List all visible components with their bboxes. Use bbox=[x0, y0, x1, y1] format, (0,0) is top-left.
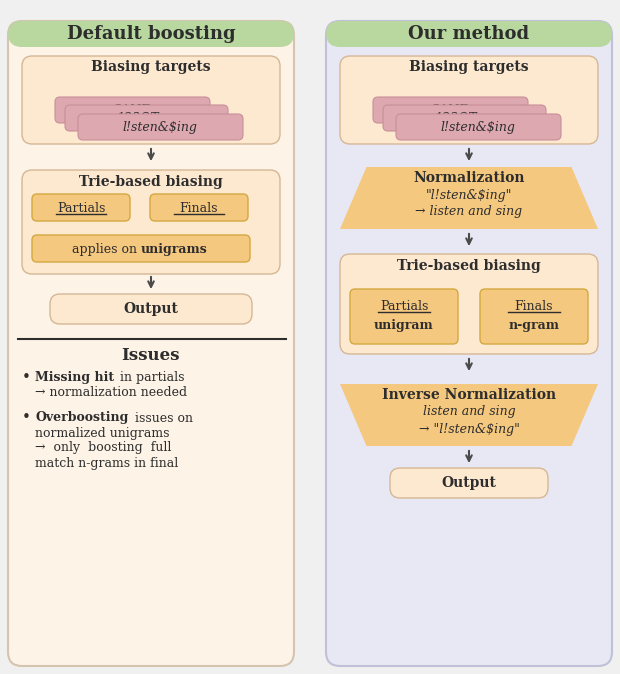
FancyBboxPatch shape bbox=[32, 194, 130, 221]
Polygon shape bbox=[340, 384, 598, 446]
Text: in partials: in partials bbox=[116, 371, 185, 384]
Polygon shape bbox=[340, 167, 598, 229]
Text: l!sten&$ing: l!sten&$ing bbox=[123, 121, 197, 133]
Text: "l!sten&$ing": "l!sten&$ing" bbox=[426, 189, 512, 202]
Text: Normalization: Normalization bbox=[414, 171, 525, 185]
Text: Finals: Finals bbox=[180, 202, 218, 214]
FancyBboxPatch shape bbox=[8, 21, 294, 47]
FancyBboxPatch shape bbox=[32, 235, 250, 262]
Text: •: • bbox=[22, 371, 31, 386]
Text: 123OTwo: 123OTwo bbox=[434, 111, 494, 125]
FancyBboxPatch shape bbox=[22, 170, 280, 274]
FancyBboxPatch shape bbox=[373, 97, 528, 123]
Text: Partials: Partials bbox=[380, 299, 428, 313]
Text: match n-grams in final: match n-grams in final bbox=[35, 456, 179, 470]
Text: normalized unigrams: normalized unigrams bbox=[35, 427, 169, 439]
Text: Issues: Issues bbox=[122, 348, 180, 365]
FancyBboxPatch shape bbox=[150, 194, 248, 221]
Text: •: • bbox=[22, 410, 31, 425]
Text: Finals: Finals bbox=[515, 299, 553, 313]
FancyBboxPatch shape bbox=[55, 97, 210, 123]
Text: Overboosting: Overboosting bbox=[35, 412, 128, 425]
Text: SANE: SANE bbox=[431, 104, 469, 117]
Text: Partials: Partials bbox=[57, 202, 105, 214]
FancyBboxPatch shape bbox=[390, 468, 548, 498]
FancyBboxPatch shape bbox=[396, 114, 561, 140]
Text: Our method: Our method bbox=[409, 25, 529, 43]
Text: issues on: issues on bbox=[131, 412, 193, 425]
FancyBboxPatch shape bbox=[383, 105, 546, 131]
FancyBboxPatch shape bbox=[326, 21, 612, 47]
FancyBboxPatch shape bbox=[8, 21, 294, 666]
Text: listen and sing: listen and sing bbox=[423, 406, 515, 419]
Text: Output: Output bbox=[123, 302, 179, 316]
Text: applies on: applies on bbox=[72, 243, 141, 255]
Text: Inverse Normalization: Inverse Normalization bbox=[382, 388, 556, 402]
FancyBboxPatch shape bbox=[22, 56, 280, 144]
Text: Biasing targets: Biasing targets bbox=[91, 60, 211, 74]
Text: Default boosting: Default boosting bbox=[67, 25, 236, 43]
Text: SANE: SANE bbox=[113, 104, 151, 117]
FancyBboxPatch shape bbox=[50, 294, 252, 324]
Text: 123OTwo: 123OTwo bbox=[116, 111, 176, 125]
Text: Trie-based biasing: Trie-based biasing bbox=[79, 175, 223, 189]
FancyBboxPatch shape bbox=[78, 114, 243, 140]
Text: unigram: unigram bbox=[374, 319, 434, 332]
Text: Output: Output bbox=[441, 476, 497, 490]
Text: → normalization needed: → normalization needed bbox=[35, 386, 187, 398]
Text: unigrams: unigrams bbox=[141, 243, 208, 255]
Text: Trie-based biasing: Trie-based biasing bbox=[397, 259, 541, 273]
Text: n-gram: n-gram bbox=[508, 319, 559, 332]
Text: Missing hit: Missing hit bbox=[35, 371, 114, 384]
FancyBboxPatch shape bbox=[480, 289, 588, 344]
FancyBboxPatch shape bbox=[350, 289, 458, 344]
FancyBboxPatch shape bbox=[326, 21, 612, 666]
FancyBboxPatch shape bbox=[65, 105, 228, 131]
Text: →  only  boosting  full: → only boosting full bbox=[35, 441, 171, 454]
Text: l!sten&$ing: l!sten&$ing bbox=[441, 121, 515, 133]
FancyBboxPatch shape bbox=[340, 254, 598, 354]
Text: Biasing targets: Biasing targets bbox=[409, 60, 529, 74]
FancyBboxPatch shape bbox=[340, 56, 598, 144]
Text: → listen and sing: → listen and sing bbox=[415, 206, 523, 218]
Text: → "l!sten&$ing": → "l!sten&$ing" bbox=[418, 423, 520, 435]
